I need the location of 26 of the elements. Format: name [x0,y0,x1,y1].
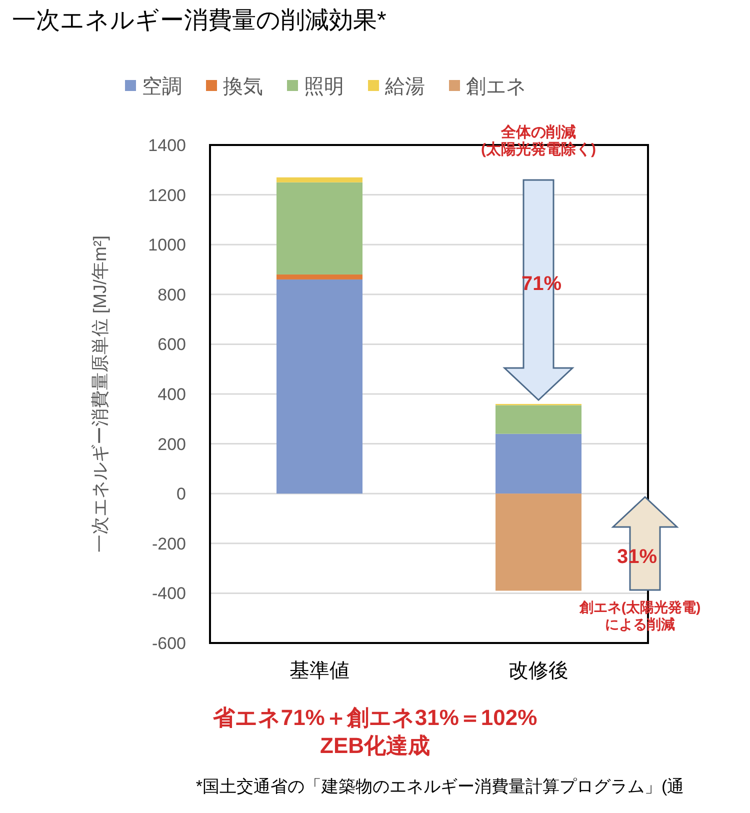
legend-label: 給湯 [384,76,425,98]
y-axis-title: 一次エネルギー消費量原単位 [MJ/年m²] [90,236,110,552]
text: 省エネ71%＋創エネ31%＝102% [212,705,538,730]
y-tick-label: 1400 [148,136,186,155]
text: ZEB化達成 [320,733,430,758]
chart-title: 一次エネルギー消費量の削減効果* [12,7,386,34]
y-tick-label: 600 [158,335,186,354]
y-tick-label: -400 [152,584,186,604]
y-tick-label: 400 [158,385,186,404]
y-tick-label: 800 [158,285,186,304]
legend-label: 空調 [142,76,182,98]
y-tick-label: -600 [152,634,186,653]
y-tick-label: 1200 [148,186,186,205]
y-tick-label: 1000 [148,236,186,255]
y-tick-label: 200 [158,434,186,454]
legend-label: 換気 [223,76,263,98]
legend-label: 照明 [304,76,344,98]
y-tick-label: 0 [176,484,186,504]
bar [496,405,582,434]
x-tick-label: 改修後 [508,660,568,682]
bar [276,177,362,182]
legend-label: 創エネ [466,76,526,98]
y-tick-label: -200 [152,534,186,554]
annotation: 全体の削減 (太陽光発電除く) [481,124,596,158]
text: *国土交通省の「建築物のエネルギー消費量計算プログラム」(通 [196,777,684,796]
x-tick-label: 基準値 [290,660,350,682]
